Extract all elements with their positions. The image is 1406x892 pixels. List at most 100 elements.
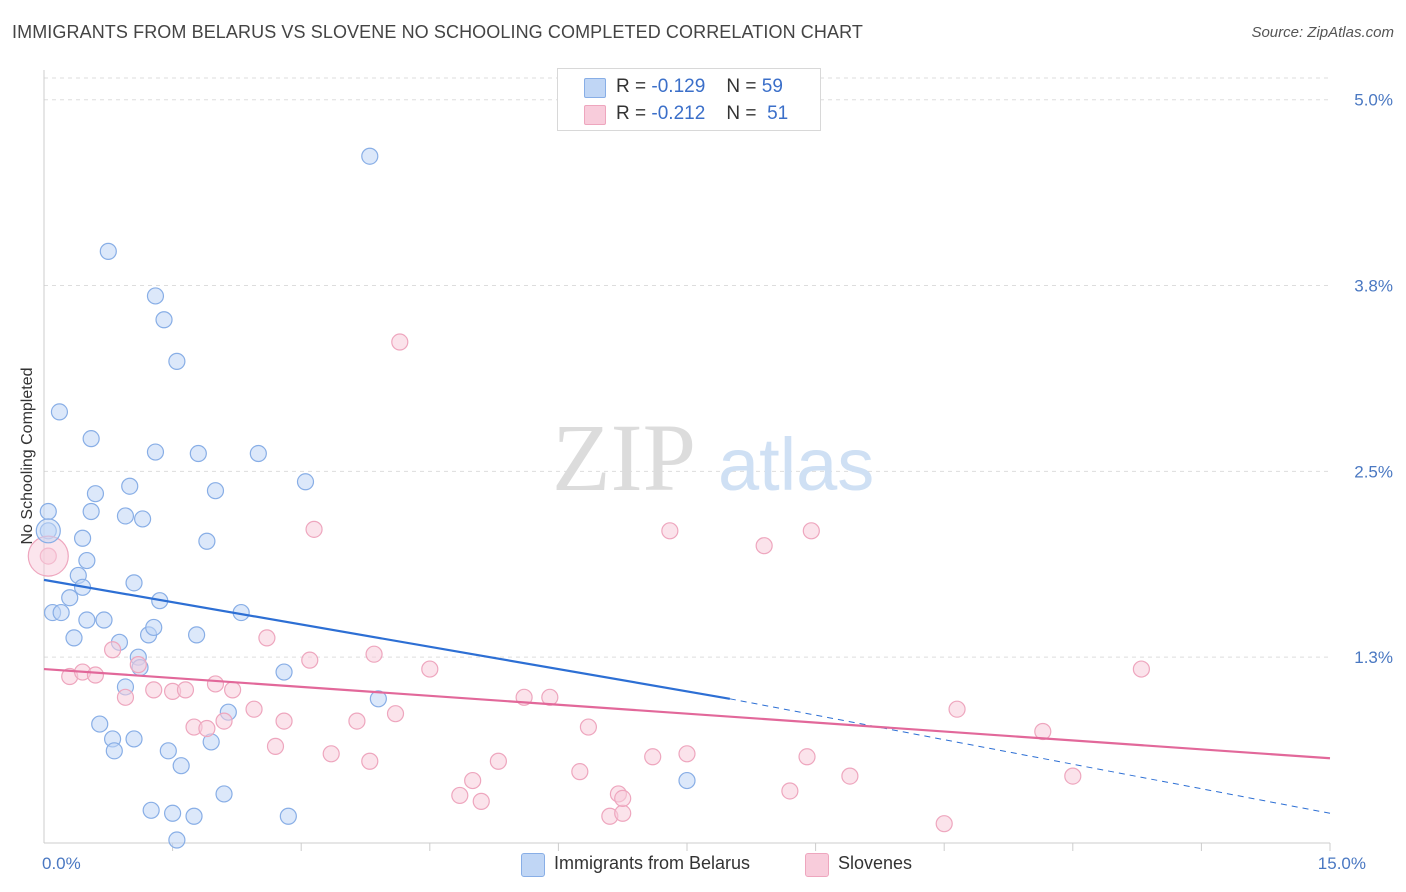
slovene-point — [644, 748, 662, 766]
legend-swatch-belarus — [584, 78, 606, 98]
slovene-point — [841, 767, 859, 785]
series-label-belarus: Immigrants from Belarus — [554, 853, 751, 873]
slovene-point — [116, 688, 135, 706]
belarus-point — [275, 663, 293, 681]
slovene-point — [678, 745, 696, 763]
slovene-point — [541, 688, 559, 706]
legend-stats-belarus: R = -0.129 N = 59 — [616, 76, 783, 98]
belarus-point — [188, 626, 206, 644]
chart-title: IMMIGRANTS FROM BELARUS VS SLOVENE NO SC… — [12, 22, 863, 42]
legend-r-value: -0.129 — [651, 76, 706, 97]
series-swatch-belarus — [521, 853, 545, 877]
belarus-point — [65, 629, 83, 647]
belarus-point — [61, 589, 79, 607]
belarus-point — [116, 507, 135, 525]
slovene-point — [86, 666, 105, 684]
slovene-point — [215, 712, 233, 730]
belarus-point — [125, 574, 143, 592]
belarus-point — [52, 603, 70, 622]
slovene-point — [391, 333, 409, 351]
slovene-point — [489, 752, 507, 770]
belarus-point — [155, 311, 173, 329]
belarus-point — [95, 611, 113, 629]
watermark-zip: ZIP — [552, 404, 696, 511]
y-tick-label: 5.0% — [1354, 91, 1393, 110]
belarus-point — [145, 618, 163, 637]
belarus-point — [369, 690, 387, 708]
slovene-point — [755, 537, 773, 555]
belarus-point — [121, 477, 139, 495]
source-label: Source: ZipAtlas.com — [1251, 24, 1394, 41]
slovene-point — [472, 792, 490, 810]
slovene-point — [361, 752, 379, 770]
legend-n-value: 59 — [761, 76, 783, 97]
belarus-point — [142, 801, 160, 819]
belarus-point — [78, 611, 96, 629]
belarus-trend-extension — [729, 698, 1331, 814]
belarus-point — [82, 502, 100, 521]
belarus-point — [78, 551, 96, 570]
slovene-trend-line — [43, 667, 1331, 760]
slovene-point — [451, 786, 469, 805]
slovene-point — [305, 520, 323, 538]
belarus-point — [189, 444, 207, 463]
belarus-point — [91, 715, 109, 733]
slovene-point — [802, 522, 820, 540]
tick-layer: 1.3% 2.5% 3.8% 5.0% 0.0% 15.0% — [42, 91, 1393, 873]
belarus-point — [215, 785, 233, 803]
legend-r-label: R = — [616, 76, 647, 97]
slovene-point — [1064, 767, 1082, 785]
trend-layer — [43, 578, 1331, 814]
x-tick-label: 0.0% — [42, 854, 81, 873]
slovene-point — [176, 681, 195, 699]
belarus-large-point — [35, 518, 61, 544]
legend-n-label: N = — [726, 103, 757, 124]
belarus-point — [172, 757, 190, 775]
slovene-point — [129, 656, 147, 674]
slovene-point — [103, 641, 122, 659]
x-tick-label: 15.0% — [1318, 854, 1366, 873]
slovene-point — [386, 705, 405, 723]
slovene-point — [614, 804, 632, 822]
slovene-point — [245, 700, 263, 718]
slovene-point — [224, 681, 242, 699]
belarus-point — [206, 482, 225, 500]
legend-n-label: N = — [726, 76, 757, 97]
belarus-point — [73, 529, 92, 547]
slovene-point — [275, 712, 293, 730]
slovene-point — [206, 675, 225, 693]
slovene-point — [579, 718, 598, 736]
slovene-point — [798, 748, 816, 766]
belarus-point — [146, 287, 165, 305]
slovene-point — [145, 681, 163, 699]
legend-stats-slovenes: R = -0.212 N = 51 — [616, 103, 788, 125]
belarus-point — [678, 771, 696, 790]
belarus-point — [249, 444, 267, 463]
slovene-point — [198, 719, 216, 738]
belarus-point — [39, 502, 57, 521]
slovene-point — [464, 771, 482, 790]
belarus-point — [125, 730, 143, 748]
slovene-point — [571, 763, 589, 781]
belarus-point — [168, 352, 186, 370]
series-label-slovenes: Slovenes — [838, 853, 913, 873]
slovene-point — [322, 745, 340, 763]
belarus-trend-line — [43, 578, 731, 700]
slovene-point — [781, 782, 799, 800]
slovene-point — [365, 645, 383, 663]
y-tick-label: 1.3% — [1354, 648, 1393, 667]
slovene-point — [614, 789, 632, 808]
slovene-point — [1034, 722, 1052, 741]
belarus-point — [86, 485, 105, 503]
axis-layer — [43, 70, 1331, 851]
belarus-point — [133, 510, 152, 528]
series-swatch-slovenes — [805, 853, 829, 877]
belarus-point — [361, 147, 379, 165]
belarus-point — [82, 430, 100, 448]
belarus-point — [198, 532, 216, 550]
legend-r-label: R = — [616, 103, 647, 124]
legend-r-value: -0.212 — [651, 103, 706, 124]
slovene-point — [258, 629, 276, 647]
watermark-atlas: atlas — [718, 423, 874, 506]
